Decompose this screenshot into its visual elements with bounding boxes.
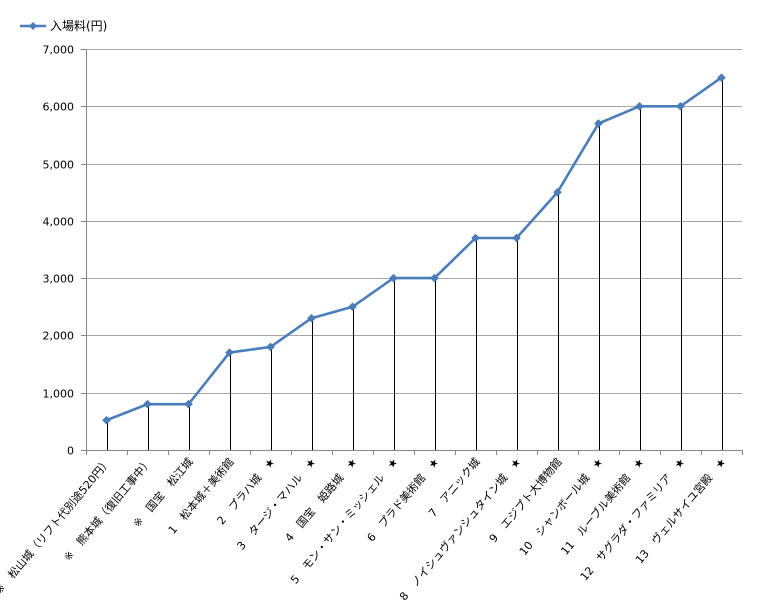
data-point — [635, 101, 644, 111]
y-tick-label: 4,000 — [43, 216, 75, 229]
data-point — [348, 302, 357, 312]
data-point — [389, 273, 398, 283]
y-tick-label: 3,000 — [43, 273, 75, 286]
x-category-label: 10 シャンボール城 ★ — [517, 455, 606, 558]
data-point — [102, 415, 111, 425]
data-point — [225, 348, 234, 357]
data-point — [307, 313, 316, 323]
x-category-label: 11 ルーブル美術館 ★ — [558, 455, 647, 558]
data-point — [266, 342, 275, 352]
axes — [81, 49, 743, 455]
series-layer — [102, 73, 726, 425]
gridlines — [86, 49, 742, 451]
data-point — [553, 187, 562, 197]
data-point — [717, 73, 726, 82]
legend-label: 入場料(円) — [50, 19, 107, 33]
data-point — [594, 119, 603, 128]
drop-lines — [107, 77, 723, 450]
data-point — [471, 233, 480, 243]
series-line — [106, 76, 723, 422]
x-category-label: 4 国宝 姫路城 ★ — [282, 455, 360, 544]
x-category-label: 6 プラド美術館 ★ — [364, 455, 442, 544]
y-tick-label: 2,000 — [43, 330, 75, 343]
y-tick-label: 7,000 — [43, 44, 75, 57]
data-point — [143, 399, 152, 409]
y-axis-tick-labels: 0 1,000 2,000 3,000 4,000 5,000 6,000 7,000 — [43, 44, 75, 458]
data-point — [512, 233, 521, 243]
x-category-label: 9 エジプト大博物館 — [486, 455, 565, 545]
x-category-label: 3 タージ・マハル ★ — [235, 455, 319, 552]
y-tick-label: 6,000 — [43, 101, 75, 114]
data-point — [676, 101, 685, 111]
y-tick-label: 1,000 — [43, 388, 75, 401]
data-point — [430, 273, 439, 283]
legend-marker — [29, 22, 37, 30]
data-point — [184, 399, 193, 409]
legend: 入場料(円) — [20, 19, 107, 33]
y-tick-label: 5,000 — [43, 159, 75, 172]
y-tick-label: 0 — [67, 445, 74, 458]
